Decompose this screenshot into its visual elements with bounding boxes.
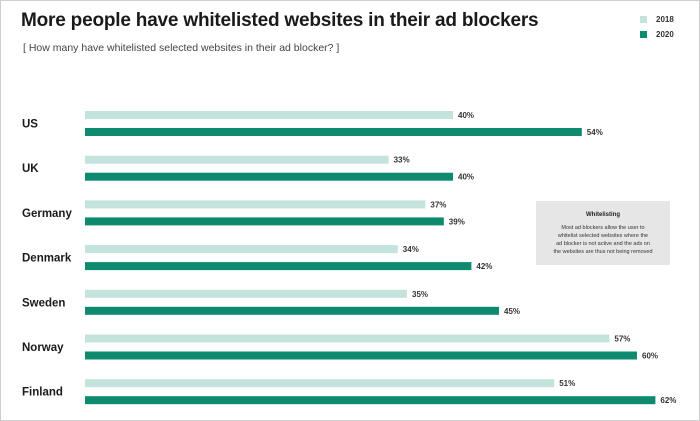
value-label-2020: 45%	[504, 307, 520, 316]
bar-2020	[85, 217, 444, 226]
bar-2018	[85, 334, 610, 343]
bar-group-germany: Germany 37%39%	[22, 200, 465, 226]
value-label-2018: 34%	[403, 245, 419, 254]
value-label-2020: 39%	[449, 217, 465, 226]
bar-2018	[85, 245, 398, 254]
bar-2018	[85, 200, 426, 209]
note-line: the websites are thus not being removed	[553, 249, 653, 255]
bar-2020	[85, 351, 637, 360]
bar-2020	[85, 396, 656, 405]
value-label-2018: 35%	[412, 290, 428, 299]
bar-2020	[85, 306, 499, 315]
legend-label-2020: 2020	[656, 30, 674, 39]
bar-group-norway: Norway 57% 60%	[22, 334, 658, 361]
legend-swatch-2020	[640, 31, 647, 38]
bar-2018	[85, 379, 555, 388]
note-line: ad blocker is not active and the ads on	[556, 241, 650, 247]
legend-item-2020: 2020	[640, 27, 674, 42]
value-label-2018: 40%	[458, 111, 474, 120]
value-label-2018: 33%	[394, 156, 410, 165]
bar-2020	[85, 128, 582, 136]
bar-2018	[85, 289, 407, 298]
value-label-2018: 51%	[559, 379, 575, 388]
legend-item-2018: 2018	[640, 12, 674, 27]
bar-group-sweden: Sweden 35% 45%	[22, 289, 520, 316]
bar-group-denmark: Denmark 34% 42%	[22, 245, 492, 271]
category-label: US	[22, 119, 38, 131]
note-title: Whitelisting	[586, 212, 620, 218]
chart-legend: 2018 2020	[640, 12, 674, 42]
category-label: Finland	[22, 387, 63, 399]
chart-title: More people have whitelisted websites in…	[21, 10, 539, 31]
whitelisting-note: Whitelisting Most ad blockers allow the …	[536, 201, 670, 265]
value-label-2020: 62%	[660, 396, 676, 405]
bar-2018	[85, 111, 453, 119]
bar-group-uk: UK 33% 40%	[22, 155, 474, 182]
bar-group-finland: Finland 51% 62%	[22, 379, 676, 405]
category-label: Norway	[22, 342, 64, 354]
category-label: Sweden	[22, 297, 65, 309]
legend-swatch-2018	[640, 16, 647, 23]
bar-2018	[85, 155, 389, 164]
value-label-2020: 42%	[476, 262, 492, 271]
bar-group-us: US 40% 54%	[22, 111, 603, 137]
category-label: Denmark	[22, 253, 72, 265]
bar-2020	[85, 172, 453, 181]
value-label-2020: 40%	[458, 173, 474, 182]
note-body: Most ad blockers allow the user to white…	[542, 224, 664, 256]
legend-label-2018: 2018	[656, 15, 674, 24]
chart-subtitle: [ How many have whitelisted selected web…	[23, 42, 340, 54]
note-line: Most ad blockers allow the user to	[561, 225, 645, 231]
value-label-2018: 37%	[430, 200, 446, 209]
value-label-2020: 60%	[642, 352, 658, 361]
category-label: UK	[22, 163, 39, 175]
category-label: Germany	[22, 208, 72, 220]
value-label-2020: 54%	[587, 128, 603, 137]
note-line: whitelist selected websites where the	[557, 233, 649, 239]
value-label-2018: 57%	[614, 335, 630, 344]
bar-2020	[85, 262, 472, 271]
